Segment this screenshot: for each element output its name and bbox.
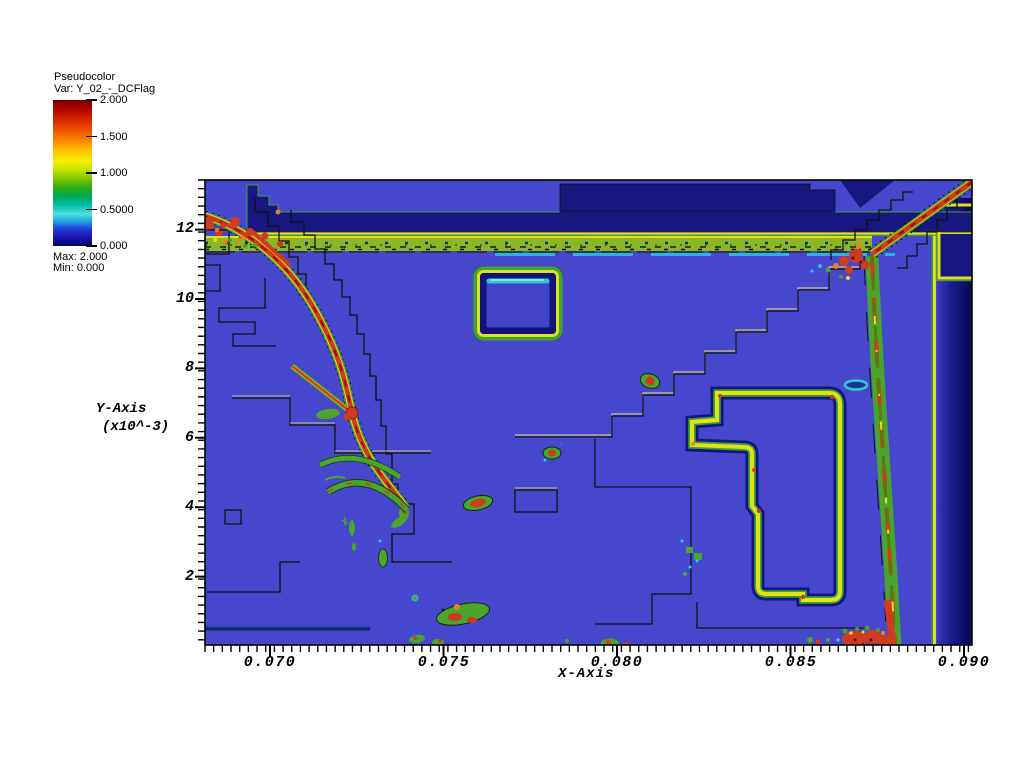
navy-square-patch bbox=[473, 266, 563, 341]
legend-min: Min: 0.000 bbox=[53, 262, 105, 274]
tick-line bbox=[86, 99, 97, 101]
tick-line bbox=[86, 172, 97, 174]
y-tick-label: 10 bbox=[175, 290, 194, 307]
plot-border bbox=[204, 179, 973, 646]
y-tick-label: 6 bbox=[184, 429, 194, 446]
vertical-band bbox=[863, 255, 902, 645]
y-tick-label: 12 bbox=[175, 220, 194, 237]
colorbar-tick-label: 0.5000 bbox=[100, 203, 134, 216]
islands bbox=[341, 373, 892, 645]
crescent-arcs bbox=[318, 455, 410, 513]
tick-line bbox=[86, 208, 97, 211]
diagonal-filament bbox=[810, 180, 972, 280]
loop-patch bbox=[685, 386, 847, 607]
colorbar-tick: 2.000 bbox=[86, 94, 128, 106]
colorbar-tick: 0.5000 bbox=[86, 203, 134, 216]
x-tick-label: 0.080 bbox=[590, 654, 644, 671]
y-tick-label: 4 bbox=[184, 498, 194, 515]
colorbar bbox=[53, 100, 92, 246]
x-axis-title: X-Axis bbox=[558, 666, 615, 682]
colorbar-tick: 1.000 bbox=[86, 167, 128, 179]
colorbar-tick-label: 0.000 bbox=[100, 240, 128, 252]
shock-band bbox=[205, 221, 895, 256]
colorbar-tick-label: 1.500 bbox=[100, 130, 128, 143]
corner-navy-wedge bbox=[840, 180, 895, 208]
y-axis-scale: (x10^-3) bbox=[102, 419, 170, 435]
amr-staircase-long bbox=[515, 248, 861, 438]
y-axis-title: Y-Axis bbox=[96, 401, 147, 417]
colorbar-tick-label: 1.000 bbox=[100, 167, 128, 179]
colorbar-tick-label: 2.000 bbox=[100, 94, 128, 106]
x-tick-label: 0.075 bbox=[417, 654, 471, 671]
navy-l-block bbox=[939, 234, 972, 278]
tick-line bbox=[86, 245, 97, 247]
tick-line bbox=[86, 135, 97, 138]
legend-title: Pseudocolor bbox=[54, 71, 116, 83]
y-tick-label: 8 bbox=[184, 359, 194, 376]
pseudocolor-legend: Pseudocolor Var: Y_02_-_DCFlag 2.000 1.5… bbox=[53, 71, 203, 286]
colorbar-tick: 1.500 bbox=[86, 130, 128, 143]
upper-navy-strip bbox=[559, 183, 836, 213]
plot-field bbox=[205, 180, 972, 645]
colorbar-tick: 0.000 bbox=[86, 240, 128, 252]
legend-max: Max: 2.000 bbox=[53, 251, 108, 263]
x-tick-label: 0.085 bbox=[764, 654, 818, 671]
y-tick-label: 2 bbox=[184, 568, 194, 585]
legend-variable: Var: Y_02_-_DCFlag bbox=[54, 83, 156, 95]
plot-canvas[interactable] bbox=[195, 170, 985, 665]
x-tick-label: 0.070 bbox=[243, 654, 297, 671]
x-tick-label: 0.090 bbox=[937, 654, 991, 671]
